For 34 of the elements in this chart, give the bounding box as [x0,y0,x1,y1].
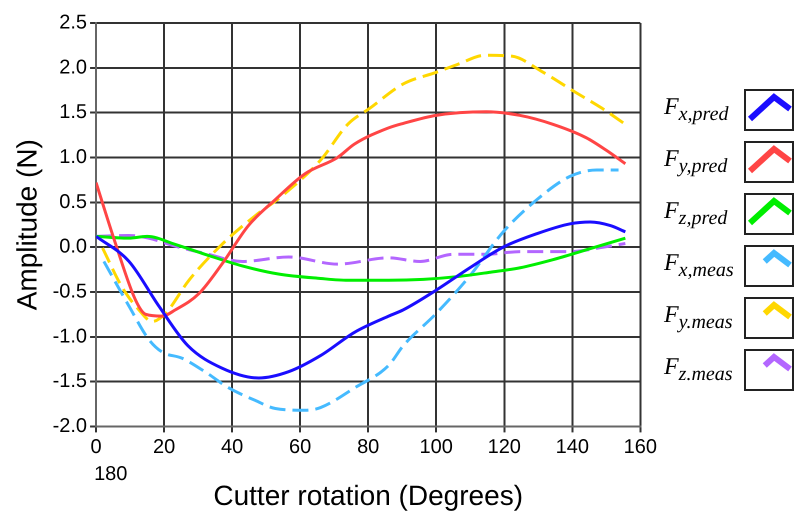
x-tick-label: 80 [357,436,380,458]
line-series [96,220,627,380]
legend-label: F$_{z,pred}$ [664,198,728,230]
line-series [96,234,627,266]
y-axis-title: Amplitude (N) [12,139,43,310]
y-tick-label: 2.5 [59,12,88,34]
legend-label: F$_{y,pred}$ [664,146,728,178]
line-series [96,234,627,282]
legend-label: F$_{x,pred}$ [664,94,730,126]
y-tick-label: 0.0 [59,236,88,258]
legend-label: F$_{x,meas}$ [664,250,735,282]
text: 180 [94,462,128,485]
legend-label: F$_{y.meas}$ [664,302,734,334]
x-tick-label: 160 [624,436,658,458]
y-tick-label: 2.0 [59,56,88,78]
x-tick-label: 20 [152,436,176,458]
x-axis-title: Cutter rotation (Degrees) [213,480,524,511]
y-tick-label: -0.5 [52,280,88,302]
x-tick-label: 0 [90,436,102,458]
line-series [96,110,627,318]
y-tick-label: -1.5 [52,370,88,392]
x-tick-label: 140 [556,436,589,458]
x-tick-label: 120 [488,436,521,458]
x-tick-label: 60 [289,436,312,458]
line-series [102,168,620,412]
y-tick-label: 0.5 [59,190,88,213]
legend-label: F$_{z.meas}$ [664,354,734,386]
x-tick-label: 100 [420,436,453,458]
x-tick-label: 40 [221,436,244,458]
line-series [101,54,627,324]
y-tick-label: -1.0 [52,325,88,348]
y-tick-label: 1.0 [59,146,88,168]
y-tick-label: -2.0 [52,414,88,437]
y-tick-label: 1.5 [59,101,88,124]
